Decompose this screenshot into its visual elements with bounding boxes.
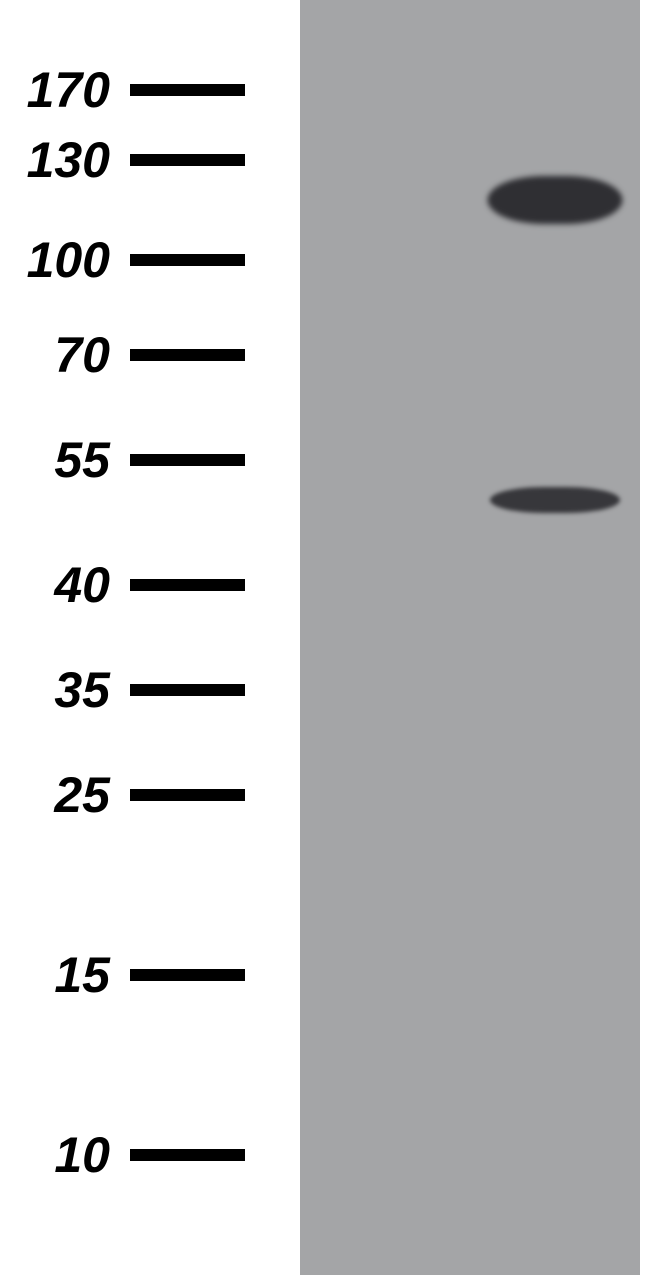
blot-membrane	[300, 0, 640, 1275]
marker-row: 130	[0, 140, 295, 180]
marker-tick	[130, 1149, 245, 1161]
marker-label: 25	[0, 770, 130, 820]
marker-tick	[130, 154, 245, 166]
marker-row: 35	[0, 670, 295, 710]
marker-tick	[130, 579, 245, 591]
marker-label: 130	[0, 135, 130, 185]
marker-row: 15	[0, 955, 295, 995]
marker-tick	[130, 789, 245, 801]
marker-row: 70	[0, 335, 295, 375]
marker-label: 70	[0, 330, 130, 380]
marker-row: 170	[0, 70, 295, 110]
marker-row: 100	[0, 240, 295, 280]
marker-label: 15	[0, 950, 130, 1000]
marker-label: 40	[0, 560, 130, 610]
lane-1	[300, 0, 470, 1275]
marker-tick	[130, 84, 245, 96]
marker-label: 55	[0, 435, 130, 485]
marker-row: 10	[0, 1135, 295, 1175]
blot-figure: 170 130 100 70 55 40 35 25 15 10	[0, 0, 650, 1275]
marker-tick	[130, 454, 245, 466]
molecular-weight-ladder: 170 130 100 70 55 40 35 25 15 10	[0, 0, 295, 1275]
marker-label: 35	[0, 665, 130, 715]
marker-tick	[130, 684, 245, 696]
marker-tick	[130, 969, 245, 981]
marker-tick	[130, 254, 245, 266]
protein-band	[490, 487, 620, 513]
marker-label: 170	[0, 65, 130, 115]
marker-label: 100	[0, 235, 130, 285]
marker-tick	[130, 349, 245, 361]
marker-row: 55	[0, 440, 295, 480]
marker-label: 10	[0, 1130, 130, 1180]
marker-row: 25	[0, 775, 295, 815]
marker-row: 40	[0, 565, 295, 605]
lane-2	[470, 0, 640, 1275]
protein-band	[488, 176, 623, 224]
